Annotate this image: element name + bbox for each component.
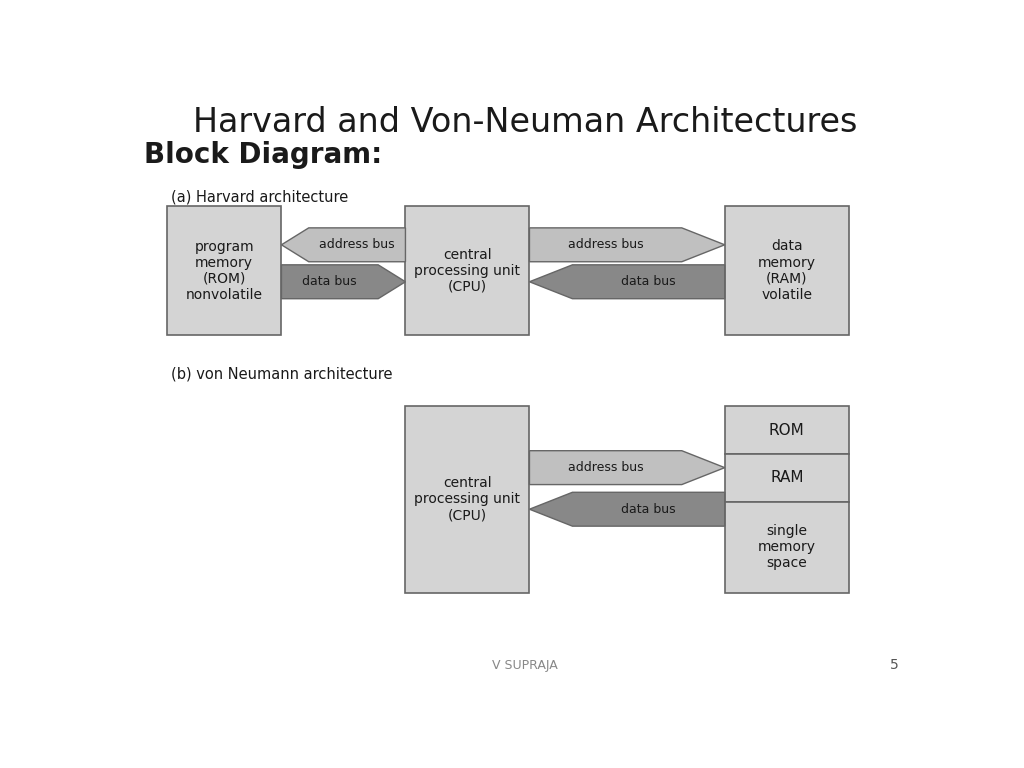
Text: V SUPRAJA: V SUPRAJA [492,659,558,672]
Text: RAM: RAM [770,471,804,485]
Text: data
memory
(RAM)
volatile: data memory (RAM) volatile [758,240,816,302]
Bar [725,454,849,502]
Text: central
processing unit
(CPU): central processing unit (CPU) [415,247,520,294]
Text: Harvard and Von-Neuman Architectures: Harvard and Von-Neuman Architectures [193,106,857,139]
Text: Block Diagram:: Block Diagram: [143,141,382,169]
Polygon shape [529,265,725,299]
Text: program
memory
(ROM)
nonvolatile: program memory (ROM) nonvolatile [185,240,262,302]
Text: data bus: data bus [622,503,676,516]
Text: address bus: address bus [567,238,643,251]
Text: data bus: data bus [302,275,357,288]
Text: central
processing unit
(CPU): central processing unit (CPU) [415,476,520,523]
Text: address bus: address bus [567,461,643,474]
Bar [406,406,529,593]
Text: ROM: ROM [769,422,805,438]
Polygon shape [529,228,725,262]
Bar [725,406,849,454]
Polygon shape [529,451,725,485]
Text: address bus: address bus [319,238,395,251]
Text: 5: 5 [891,658,899,672]
Bar [725,502,849,593]
Polygon shape [282,265,406,299]
Bar [167,206,282,336]
Bar [406,206,529,336]
Text: (b) von Neumann architecture: (b) von Neumann architecture [171,366,392,381]
Polygon shape [282,228,406,262]
Bar [725,206,849,336]
Text: single
memory
space: single memory space [758,524,816,571]
Polygon shape [529,492,725,526]
Text: (a) Harvard architecture: (a) Harvard architecture [171,189,348,204]
Text: data bus: data bus [622,275,676,288]
